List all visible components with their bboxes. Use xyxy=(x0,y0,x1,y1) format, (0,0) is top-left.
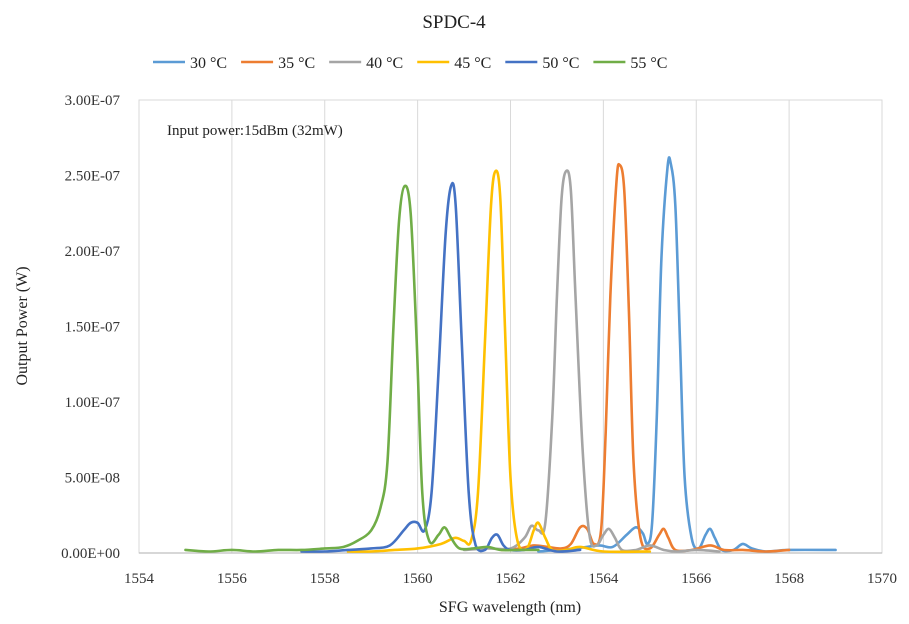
chart-title: SPDC-4 xyxy=(422,12,486,33)
legend-label: 55 °C xyxy=(630,55,667,72)
x-axis-ticks: 1554 1556 1558 1560 1562 1564 1566 1568 1570 xyxy=(124,571,897,587)
x-tick-label: 1554 xyxy=(124,571,155,587)
x-tick-label: 1566 xyxy=(681,571,712,587)
y-tick-label: 5.00E-08 xyxy=(65,471,120,487)
x-tick-label: 1562 xyxy=(496,571,526,587)
x-axis-label: SFG wavelength (nm) xyxy=(439,599,581,616)
series-line-5 xyxy=(300,181,582,553)
legend-label: 40 °C xyxy=(366,55,403,72)
gridlines xyxy=(138,99,883,554)
y-tick-label: 0.00E+00 xyxy=(61,546,120,562)
series-line-2 xyxy=(499,162,791,553)
y-tick-label: 2.50E-07 xyxy=(65,169,121,185)
x-tick-label: 1560 xyxy=(403,571,433,587)
legend-label: 35 °C xyxy=(278,55,315,72)
x-tick-label: 1564 xyxy=(588,571,619,587)
y-axis-label: Output Power (W) xyxy=(14,266,31,385)
x-tick-label: 1558 xyxy=(310,571,340,587)
legend-label: 30 °C xyxy=(190,55,227,72)
legend-label: 45 °C xyxy=(454,55,491,72)
y-tick-label: 1.50E-07 xyxy=(65,320,121,336)
x-tick-label: 1570 xyxy=(867,571,897,587)
y-tick-label: 2.00E-07 xyxy=(65,244,121,260)
series-line-1 xyxy=(537,156,837,553)
legend: 30 °C 35 °C 40 °C 45 °C 50 °C 55 °C xyxy=(153,55,667,72)
x-tick-label: 1556 xyxy=(217,571,248,587)
legend-label: 50 °C xyxy=(542,55,579,72)
x-tick-label: 1568 xyxy=(774,571,804,587)
plot-lines xyxy=(184,156,837,554)
y-axis-ticks: 0.00E+00 5.00E-08 1.00E-07 1.50E-07 2.00E-07… xyxy=(61,93,120,562)
series-line-4 xyxy=(346,169,652,554)
input-power-annotation: Input power:15dBm (32mW) xyxy=(167,123,343,139)
y-tick-label: 3.00E-07 xyxy=(65,93,121,109)
series-line-6 xyxy=(184,184,540,553)
y-tick-label: 1.00E-07 xyxy=(65,395,121,411)
